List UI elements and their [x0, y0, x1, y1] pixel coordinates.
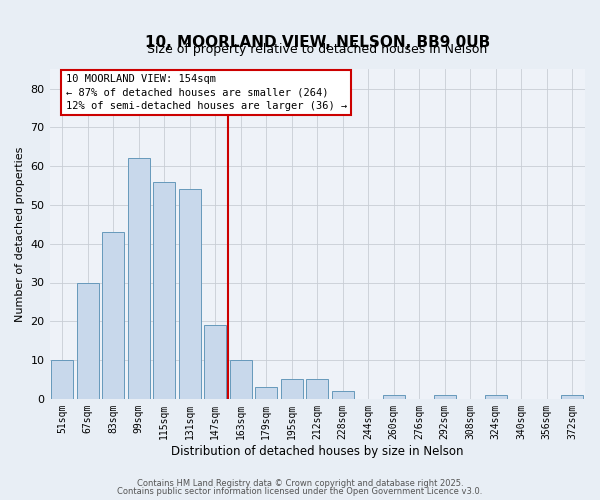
Bar: [332, 391, 353, 399]
Y-axis label: Number of detached properties: Number of detached properties: [15, 146, 25, 322]
Bar: [205, 325, 226, 399]
Bar: [383, 395, 404, 399]
Text: Contains public sector information licensed under the Open Government Licence v3: Contains public sector information licen…: [118, 487, 482, 496]
Bar: [562, 395, 583, 399]
Bar: [307, 380, 328, 399]
Bar: [77, 282, 98, 399]
Bar: [230, 360, 251, 399]
Bar: [179, 190, 200, 399]
Bar: [128, 158, 149, 399]
Bar: [434, 395, 455, 399]
Text: Contains HM Land Registry data © Crown copyright and database right 2025.: Contains HM Land Registry data © Crown c…: [137, 478, 463, 488]
Bar: [485, 395, 506, 399]
Bar: [52, 360, 73, 399]
X-axis label: Distribution of detached houses by size in Nelson: Distribution of detached houses by size …: [171, 444, 464, 458]
Text: 10 MOORLAND VIEW: 154sqm
← 87% of detached houses are smaller (264)
12% of semi-: 10 MOORLAND VIEW: 154sqm ← 87% of detach…: [65, 74, 347, 110]
Bar: [256, 387, 277, 399]
Text: Size of property relative to detached houses in Nelson: Size of property relative to detached ho…: [147, 43, 487, 56]
Bar: [103, 232, 124, 399]
Bar: [154, 182, 175, 399]
Title: 10, MOORLAND VIEW, NELSON, BB9 0UB: 10, MOORLAND VIEW, NELSON, BB9 0UB: [145, 35, 490, 50]
Bar: [281, 380, 302, 399]
